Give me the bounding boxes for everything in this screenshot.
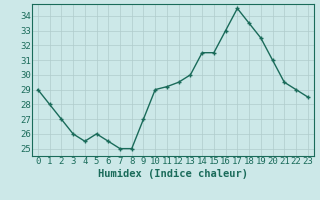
X-axis label: Humidex (Indice chaleur): Humidex (Indice chaleur) xyxy=(98,169,248,179)
